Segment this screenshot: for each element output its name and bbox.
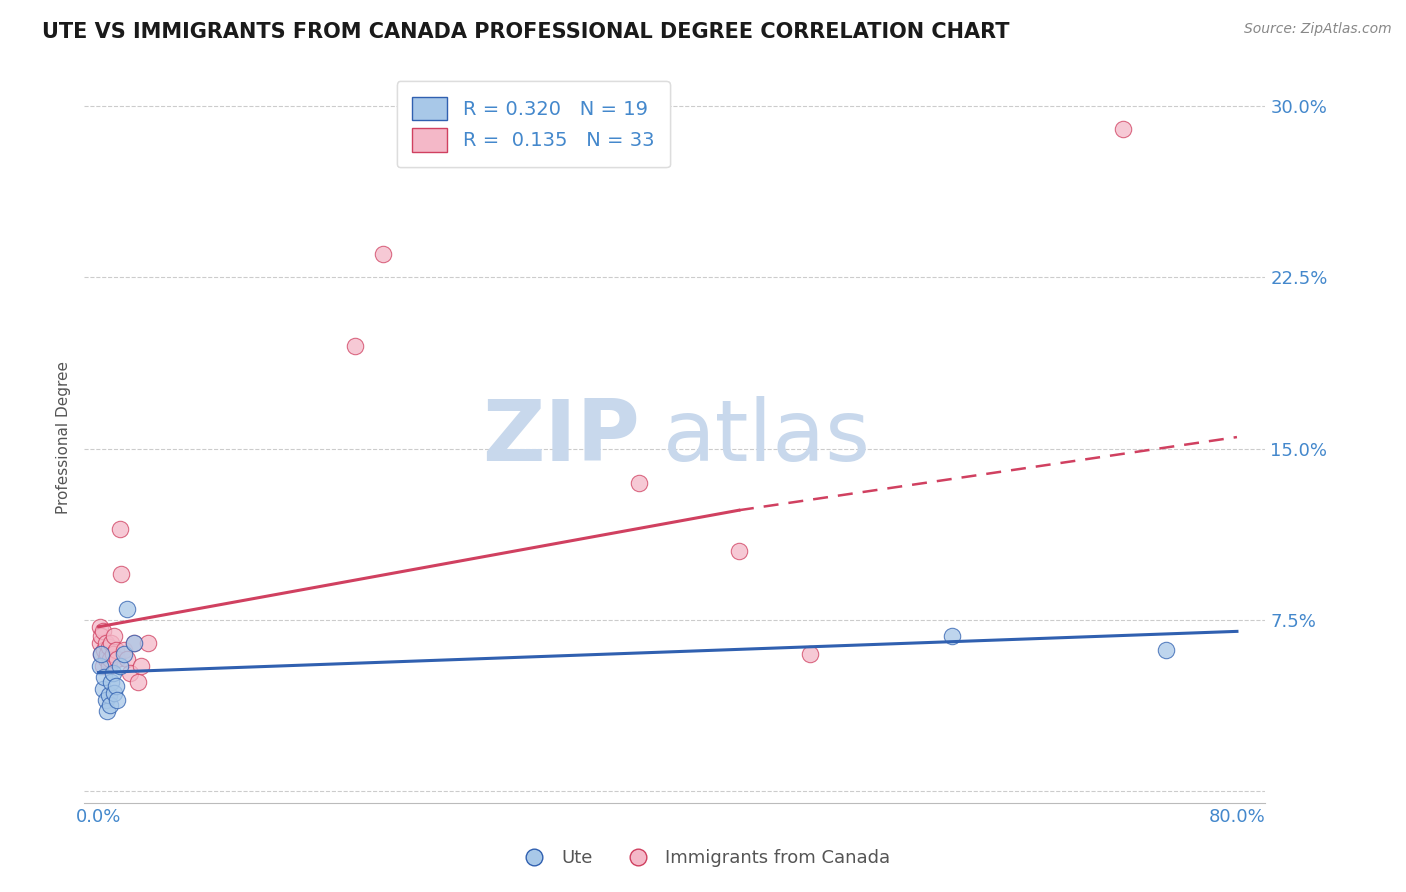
Point xyxy=(90,647,112,661)
Point xyxy=(138,636,160,650)
Text: Source: ZipAtlas.com: Source: ZipAtlas.com xyxy=(1244,22,1392,37)
Point xyxy=(90,647,112,661)
Point xyxy=(799,647,821,661)
Text: atlas: atlas xyxy=(664,395,872,479)
Point xyxy=(110,567,132,582)
Point xyxy=(112,647,135,661)
Point xyxy=(103,686,125,700)
Point xyxy=(97,640,120,655)
Point xyxy=(122,636,145,650)
Point xyxy=(89,636,111,650)
Point xyxy=(127,674,149,689)
Point xyxy=(115,601,138,615)
Point xyxy=(728,544,751,558)
Point xyxy=(94,693,117,707)
Point xyxy=(97,689,120,703)
Point xyxy=(104,679,127,693)
Point xyxy=(118,665,141,680)
Point xyxy=(94,636,117,650)
Point xyxy=(112,642,135,657)
Point xyxy=(89,620,111,634)
Point xyxy=(98,652,121,666)
Point xyxy=(115,652,138,666)
Point xyxy=(96,705,118,719)
Point xyxy=(93,670,115,684)
Legend: Ute, Immigrants from Canada: Ute, Immigrants from Canada xyxy=(509,842,897,874)
Point xyxy=(100,636,122,650)
Point xyxy=(100,674,122,689)
Point xyxy=(1112,121,1135,136)
Point xyxy=(122,636,145,650)
Point xyxy=(343,339,366,353)
Point xyxy=(628,475,651,490)
Point xyxy=(91,658,114,673)
Point xyxy=(98,698,121,712)
Point xyxy=(101,647,124,661)
Y-axis label: Professional Degree: Professional Degree xyxy=(56,360,72,514)
Legend: R = 0.320   N = 19, R =  0.135   N = 33: R = 0.320 N = 19, R = 0.135 N = 33 xyxy=(396,81,669,168)
Text: UTE VS IMMIGRANTS FROM CANADA PROFESSIONAL DEGREE CORRELATION CHART: UTE VS IMMIGRANTS FROM CANADA PROFESSION… xyxy=(42,22,1010,42)
Point xyxy=(105,693,128,707)
Point xyxy=(94,652,117,666)
Point xyxy=(373,247,395,261)
Point xyxy=(108,521,131,535)
Point xyxy=(91,624,114,639)
Point xyxy=(108,658,131,673)
Point xyxy=(89,658,111,673)
Point xyxy=(93,642,115,657)
Point xyxy=(90,629,112,643)
Point xyxy=(1154,642,1177,657)
Point xyxy=(96,647,118,661)
Point xyxy=(97,658,120,673)
Point xyxy=(101,665,124,680)
Point xyxy=(105,652,128,666)
Point xyxy=(91,681,114,696)
Point xyxy=(103,629,125,643)
Point xyxy=(129,658,152,673)
Point xyxy=(941,629,963,643)
Point xyxy=(104,642,127,657)
Text: ZIP: ZIP xyxy=(482,395,640,479)
